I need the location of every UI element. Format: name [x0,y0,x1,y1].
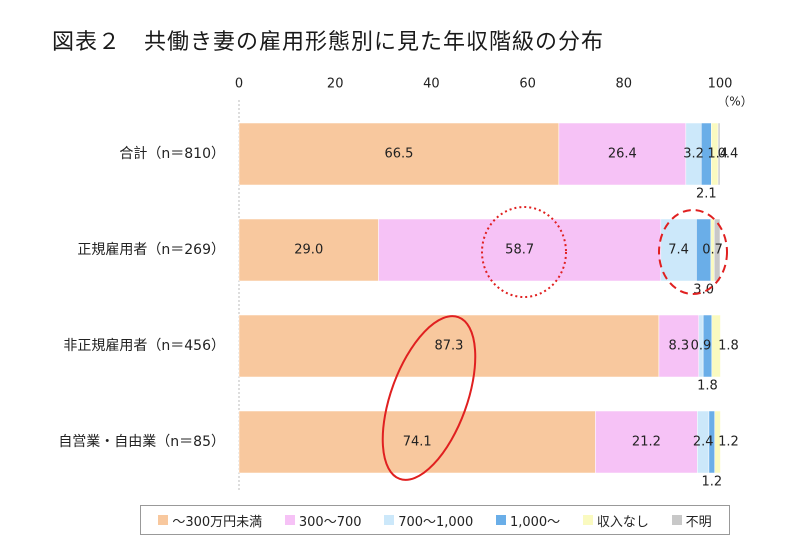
legend-swatch [495,515,506,525]
data-label: 26.4 [608,147,637,162]
legend-label: 300～700 [298,514,362,530]
data-label: 3.2 [683,147,704,162]
data-label: 7.4 [668,243,689,258]
data-label: 3.0 [693,283,714,298]
legend-item: 1,000～ [495,511,561,530]
legend-item: 300～700 [284,511,362,530]
legend-item: ～300万円未満 [158,511,262,530]
x-tick-label: 40 [423,77,440,92]
data-label: 66.5 [384,147,413,162]
data-label: 2.1 [696,187,717,202]
bar-segment [717,122,721,186]
data-label: 1.8 [697,379,718,394]
data-label: 74.1 [403,435,432,450]
x-tick-label: 60 [519,77,536,92]
bar-segment [238,122,560,186]
legend-label: 700～1,000 [398,514,474,530]
x-tick-label: 20 [327,77,344,92]
bar-segment [558,122,687,186]
x-tick-label: 80 [616,77,633,92]
category-label: 正規雇用者（n＝269） [77,241,225,258]
data-label: 1.2 [718,435,739,450]
data-label: 8.3 [669,339,690,354]
legend-swatch [582,515,593,525]
legend-item: 不明 [671,511,712,530]
bar-segment [658,314,700,378]
legend-swatch [158,515,169,525]
bar-segment [714,410,721,474]
data-label: 87.3 [434,339,463,354]
data-label: 0.4 [718,147,739,162]
data-label: 58.7 [505,243,534,258]
bar-segment [238,410,596,474]
category-label: 合計（n＝810） [119,146,225,162]
bar-segment [238,218,379,282]
legend: ～300万円未満 300～700 700～1,000 1,000～ 収入なし 不明 [140,505,730,535]
legend-label: 収入なし [596,514,649,530]
legend-label: 不明 [685,514,712,530]
legend-swatch [671,515,682,525]
x-tick-label: 0 [235,77,243,92]
legend-item: 700～1,000 [384,511,473,530]
data-label: 29.0 [294,243,323,258]
legend-label: ～300万円未満 [172,514,263,530]
legend-swatch [384,515,395,525]
data-label: 1.2 [701,475,722,490]
legend-swatch [284,515,295,525]
legend-item: 収入なし [582,511,649,530]
highlight-ellipse [381,315,477,481]
highlight-circle-dashed [658,209,728,295]
data-label: 1.8 [718,339,739,354]
data-label: 21.2 [632,435,661,450]
highlight-circle-dotted [481,206,567,298]
data-label: 0.7 [702,243,723,258]
unit-label: （%） [717,95,752,109]
category-label: 非正規雇用者（n＝456） [63,337,225,354]
x-tick-label: 100 [708,77,733,92]
data-label: 2.4 [693,435,714,450]
legend-label: 1,000～ [509,514,561,530]
bar-segment [660,218,697,282]
bar-segment [378,218,662,282]
data-label: 0.9 [691,339,712,354]
bar-segment [711,314,721,378]
category-label: 自営業・自由業（n＝85） [58,434,225,450]
bar-segment [595,410,698,474]
data-label: 1.4 [707,147,728,162]
page-title: 図表２ 共働き妻の雇用形態別に見た年収階級の分布 [52,30,605,55]
